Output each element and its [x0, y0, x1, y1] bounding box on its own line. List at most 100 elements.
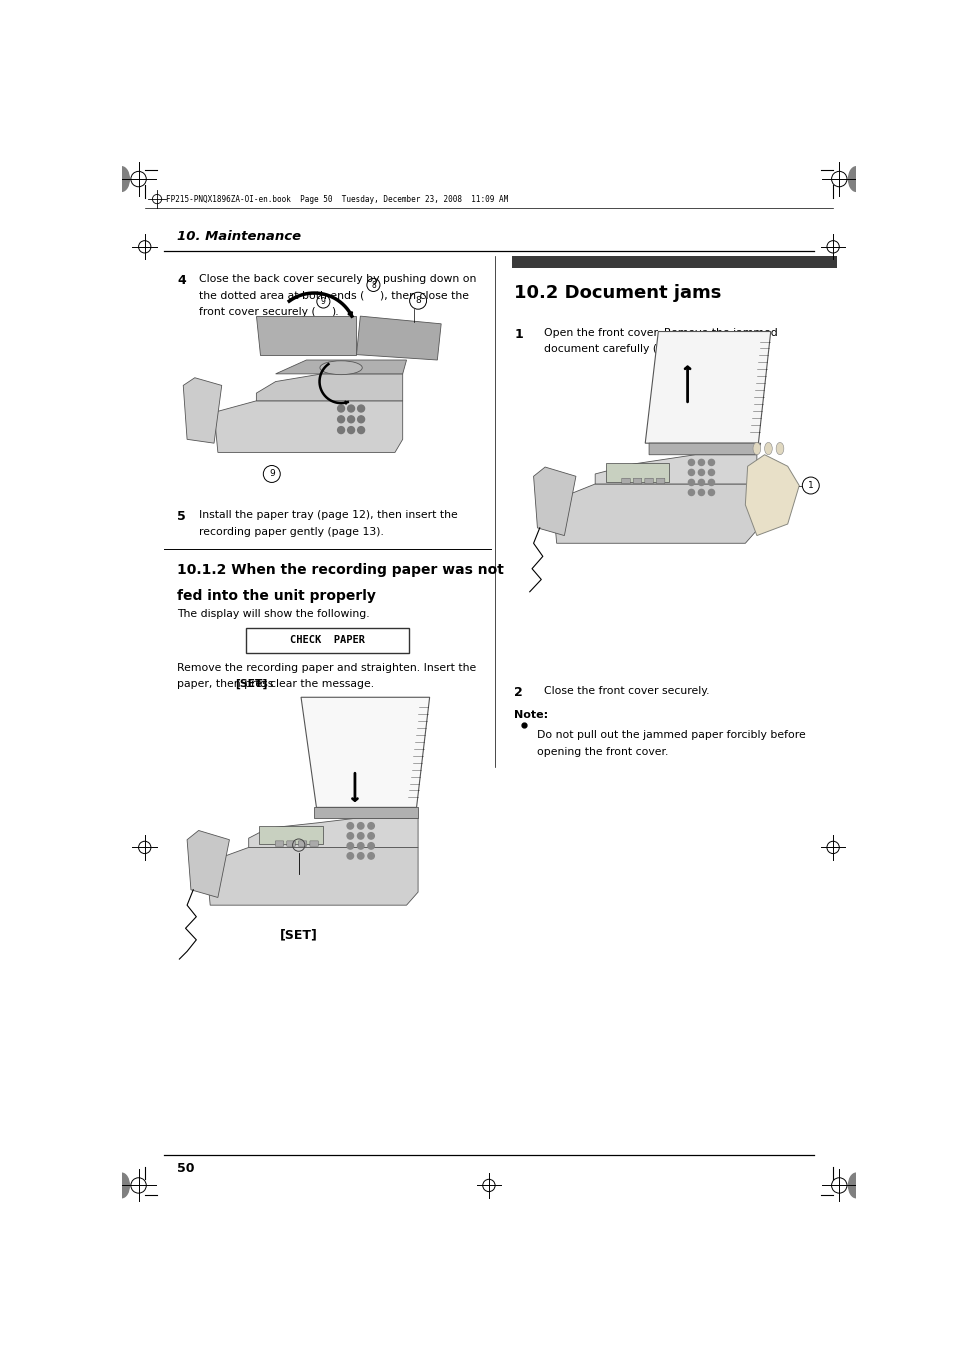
Circle shape: [698, 459, 703, 466]
Circle shape: [357, 427, 364, 434]
Text: the dotted area at both ends (: the dotted area at both ends (: [198, 290, 363, 300]
Polygon shape: [275, 359, 406, 374]
FancyBboxPatch shape: [287, 840, 295, 846]
Circle shape: [337, 416, 344, 423]
Text: 50: 50: [177, 1162, 194, 1175]
Text: CHECK  PAPER: CHECK PAPER: [290, 635, 365, 646]
Text: [SET]: [SET]: [235, 680, 268, 689]
Circle shape: [347, 823, 354, 830]
FancyBboxPatch shape: [605, 463, 668, 482]
Text: 9: 9: [320, 297, 326, 307]
Polygon shape: [533, 467, 576, 535]
Circle shape: [357, 405, 364, 412]
Text: Note:: Note:: [514, 711, 548, 720]
Ellipse shape: [113, 166, 130, 192]
Polygon shape: [314, 808, 417, 819]
Circle shape: [347, 416, 355, 423]
Text: 9: 9: [269, 469, 274, 478]
Circle shape: [347, 843, 354, 850]
Ellipse shape: [319, 361, 362, 374]
Text: front cover securely (: front cover securely (: [198, 307, 314, 317]
Circle shape: [688, 489, 694, 496]
Polygon shape: [356, 316, 440, 359]
Circle shape: [357, 416, 364, 423]
Circle shape: [347, 852, 354, 859]
Circle shape: [698, 480, 703, 485]
Circle shape: [357, 832, 364, 839]
Ellipse shape: [776, 442, 783, 455]
FancyBboxPatch shape: [275, 840, 283, 846]
Ellipse shape: [763, 442, 772, 455]
Text: [SET]: [SET]: [279, 928, 317, 942]
FancyBboxPatch shape: [298, 840, 307, 846]
Text: opening the front cover.: opening the front cover.: [537, 747, 668, 757]
Circle shape: [357, 843, 364, 850]
Text: Do not pull out the jammed paper forcibly before: Do not pull out the jammed paper forcibl…: [537, 731, 805, 740]
Polygon shape: [644, 331, 770, 443]
Polygon shape: [249, 819, 417, 847]
Circle shape: [368, 852, 374, 859]
Polygon shape: [595, 455, 756, 484]
Text: fed into the unit properly: fed into the unit properly: [177, 589, 375, 603]
Ellipse shape: [847, 166, 863, 192]
Circle shape: [708, 469, 714, 476]
Text: ), then close the: ), then close the: [380, 290, 469, 300]
Text: paper, then press: paper, then press: [177, 680, 276, 689]
Polygon shape: [301, 697, 429, 808]
Circle shape: [337, 405, 344, 412]
FancyBboxPatch shape: [246, 628, 409, 653]
Circle shape: [708, 459, 714, 466]
Text: recording paper gently (page 13).: recording paper gently (page 13).: [198, 527, 383, 536]
Polygon shape: [744, 455, 799, 535]
Circle shape: [688, 469, 694, 476]
Text: document carefully (①).: document carefully (①).: [543, 345, 673, 354]
Circle shape: [698, 489, 703, 496]
Text: 1: 1: [807, 481, 813, 490]
Text: 10. Maintenance: 10. Maintenance: [177, 230, 301, 243]
Circle shape: [347, 832, 354, 839]
FancyBboxPatch shape: [633, 478, 641, 484]
Circle shape: [347, 405, 355, 412]
Text: 8: 8: [415, 296, 420, 305]
Polygon shape: [648, 443, 760, 455]
Text: 10.1.2 When the recording paper was not: 10.1.2 When the recording paper was not: [177, 562, 503, 577]
Text: ).: ).: [331, 307, 338, 317]
Text: The display will show the following.: The display will show the following.: [177, 609, 370, 619]
Circle shape: [368, 823, 374, 830]
Circle shape: [708, 480, 714, 485]
Text: Install the paper tray (page 12), then insert the: Install the paper tray (page 12), then i…: [198, 511, 456, 520]
Circle shape: [698, 469, 703, 476]
Text: to clear the message.: to clear the message.: [252, 680, 374, 689]
FancyBboxPatch shape: [259, 825, 322, 844]
FancyBboxPatch shape: [310, 840, 318, 846]
Text: 2: 2: [514, 686, 522, 698]
Text: 8: 8: [371, 281, 375, 290]
Circle shape: [708, 489, 714, 496]
Polygon shape: [552, 484, 756, 543]
Text: 1: 1: [514, 328, 522, 340]
Polygon shape: [187, 831, 229, 897]
Circle shape: [347, 427, 355, 434]
Polygon shape: [206, 847, 417, 905]
Ellipse shape: [847, 1173, 863, 1198]
Text: 4: 4: [177, 274, 186, 286]
Circle shape: [368, 843, 374, 850]
Ellipse shape: [752, 442, 760, 455]
Polygon shape: [213, 401, 402, 453]
Bar: [512, 257, 836, 269]
Circle shape: [688, 480, 694, 485]
Text: Close the front cover securely.: Close the front cover securely.: [543, 686, 708, 696]
Text: 5: 5: [177, 511, 186, 523]
Polygon shape: [256, 374, 402, 401]
Circle shape: [357, 852, 364, 859]
Circle shape: [337, 427, 344, 434]
FancyBboxPatch shape: [644, 478, 653, 484]
Polygon shape: [183, 378, 221, 443]
Circle shape: [688, 459, 694, 466]
FancyBboxPatch shape: [656, 478, 664, 484]
Polygon shape: [256, 316, 356, 354]
Text: Open the front cover. Remove the jammed: Open the front cover. Remove the jammed: [543, 328, 777, 338]
Ellipse shape: [113, 1173, 130, 1198]
Circle shape: [368, 832, 374, 839]
Text: Close the back cover securely by pushing down on: Close the back cover securely by pushing…: [198, 274, 476, 284]
